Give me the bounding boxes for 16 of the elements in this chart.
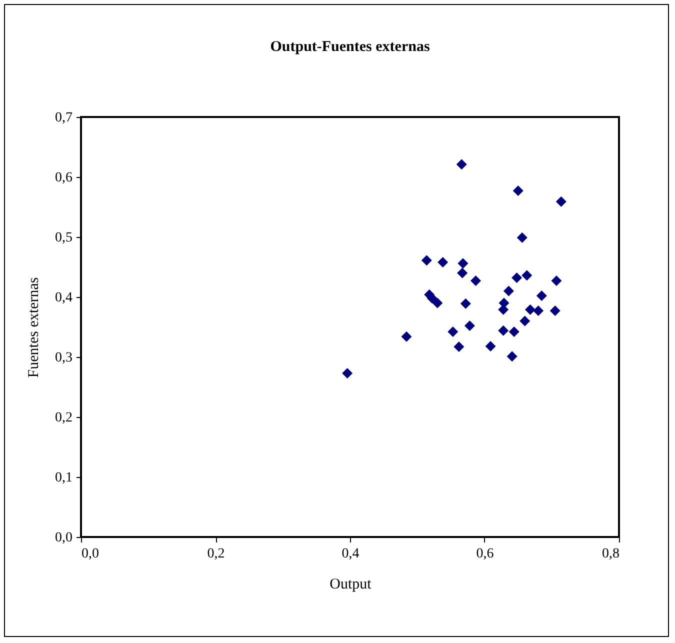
x-tick-label: 0,4: [342, 546, 360, 562]
y-tick-label: 0,2: [55, 410, 72, 426]
y-tick-label: 0,7: [55, 110, 72, 126]
y-axis-title: Fuentes externas: [26, 277, 42, 378]
y-tick-label: 0,4: [55, 290, 72, 306]
y-tick-label: 0,5: [55, 230, 72, 246]
x-axis-title: Output: [330, 576, 372, 592]
y-tick-label: 0,1: [55, 470, 72, 486]
x-tick-label: 0,2: [207, 546, 225, 562]
y-tick-label: 0,6: [55, 170, 72, 186]
x-tick-label: 0,8: [602, 546, 620, 562]
chart-title: Output-Fuentes externas: [270, 39, 430, 55]
y-tick-label: 0,3: [55, 350, 72, 366]
x-tick-label: 0,6: [476, 546, 494, 562]
y-tick-label: 0,0: [55, 530, 72, 546]
x-tick-label: 0,0: [82, 546, 99, 562]
